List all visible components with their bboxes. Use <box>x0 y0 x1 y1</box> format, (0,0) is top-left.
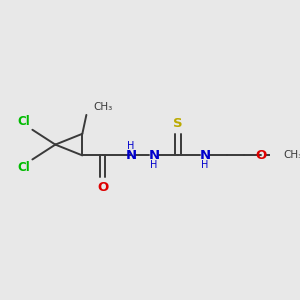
Text: Cl: Cl <box>17 116 30 128</box>
Text: N: N <box>148 149 159 162</box>
Text: N: N <box>125 149 136 162</box>
Text: O: O <box>97 181 108 194</box>
Text: H: H <box>127 141 135 151</box>
Text: H: H <box>202 160 209 170</box>
Text: N: N <box>200 149 211 162</box>
Text: S: S <box>173 117 183 130</box>
Text: Cl: Cl <box>17 161 30 174</box>
Text: CH₃: CH₃ <box>284 150 300 161</box>
Text: H: H <box>150 160 158 170</box>
Text: CH₃: CH₃ <box>93 102 112 112</box>
Text: O: O <box>255 149 266 162</box>
